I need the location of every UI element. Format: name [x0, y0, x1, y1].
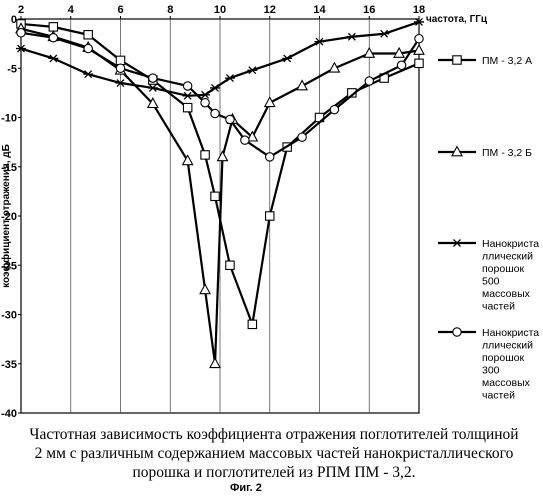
circle-marker: [116, 64, 124, 72]
y-axis-title: коэффициент отражения, дБ: [0, 144, 12, 288]
x-tick-label: 4: [68, 4, 75, 16]
legend-item: ПМ - 3,2 Б: [438, 147, 532, 160]
legend-item: Нанокристаллическийпорошок300массовыхчас…: [438, 327, 539, 402]
circle-marker: [453, 328, 461, 336]
y-tick-label: -30: [1, 310, 17, 322]
caption-line-2: 2 мм с различным содержанием массовых ча…: [6, 444, 542, 463]
legend-label: Нанокриста: [482, 327, 539, 339]
circle-marker: [211, 109, 219, 117]
x-tick-label: 16: [363, 4, 375, 16]
square-marker: [183, 103, 191, 111]
x-tick-label: 6: [117, 4, 123, 16]
y-tick-label: 0: [11, 14, 17, 26]
y-tick-label: -10: [1, 113, 17, 125]
square-marker: [116, 56, 124, 64]
circle-marker: [298, 133, 306, 141]
x-tick-label: 12: [264, 4, 276, 16]
x-tick-label: 18: [413, 4, 425, 16]
caption-line-3: порошка и поглотителей из РПМ ПМ - 3,2.: [6, 463, 542, 482]
chart: 246810121416180-5-10-15-20-25-30-35-40 П…: [0, 0, 543, 425]
square-marker: [49, 23, 57, 31]
x-tick-label: 2: [18, 4, 24, 16]
circle-marker: [397, 61, 405, 69]
legend-label: массовых: [482, 288, 531, 300]
circle-marker: [330, 105, 338, 113]
legend-label: порошок: [482, 263, 524, 275]
figure-caption: Частотная зависимость коэффициента отраж…: [6, 425, 542, 482]
y-tick-label: -35: [1, 359, 17, 371]
square-marker: [211, 192, 219, 200]
circle-marker: [183, 82, 191, 90]
legend-label: ллический: [482, 251, 533, 263]
legend-label: ПМ - 3,2 А: [482, 55, 532, 67]
circle-marker: [365, 77, 373, 85]
x-tick-label: 8: [167, 4, 173, 16]
legend-item: ПМ - 3,2 А: [438, 55, 532, 67]
circle-marker: [266, 153, 274, 161]
square-marker: [226, 261, 234, 269]
circle-marker: [84, 44, 92, 52]
legend-label: Нанокриста: [482, 238, 539, 250]
figure-label: Фиг. 2: [230, 482, 262, 494]
legend-label: 500: [482, 276, 500, 288]
legend-item: Нанокристаллическийпорошок500массовыхчас…: [438, 238, 539, 313]
legend-label: массовых: [482, 377, 531, 389]
square-marker: [201, 151, 209, 159]
legend-label: порошок: [482, 352, 524, 364]
square-marker: [248, 320, 256, 328]
circle-marker: [149, 74, 157, 82]
circle-marker: [49, 34, 57, 42]
legend-label: 300: [482, 365, 500, 377]
circle-marker: [17, 29, 25, 37]
x-axis-title: частота, ГГц: [426, 14, 488, 25]
square-marker: [453, 56, 461, 64]
legend-label: ПМ - 3,2 Б: [482, 147, 532, 159]
x-tick-label: 10: [214, 4, 226, 16]
circle-marker: [201, 99, 209, 107]
circle-marker: [415, 35, 423, 43]
y-tick-label: -5: [7, 63, 17, 75]
legend: ПМ - 3,2 АПМ - 3,2 БНанокристаллическийп…: [438, 55, 539, 402]
caption-line-1: Частотная зависимость коэффициента отраж…: [6, 425, 542, 444]
circle-marker: [226, 115, 234, 123]
square-marker: [266, 212, 274, 220]
square-marker: [84, 31, 92, 39]
square-marker: [415, 59, 423, 67]
y-tick-label: -40: [1, 408, 17, 420]
x-tick-label: 14: [313, 4, 326, 16]
star-marker: [452, 240, 462, 247]
legend-label: ллический: [482, 340, 533, 352]
legend-label: частей: [482, 390, 515, 402]
circle-marker: [241, 136, 249, 144]
legend-label: частей: [482, 301, 515, 313]
